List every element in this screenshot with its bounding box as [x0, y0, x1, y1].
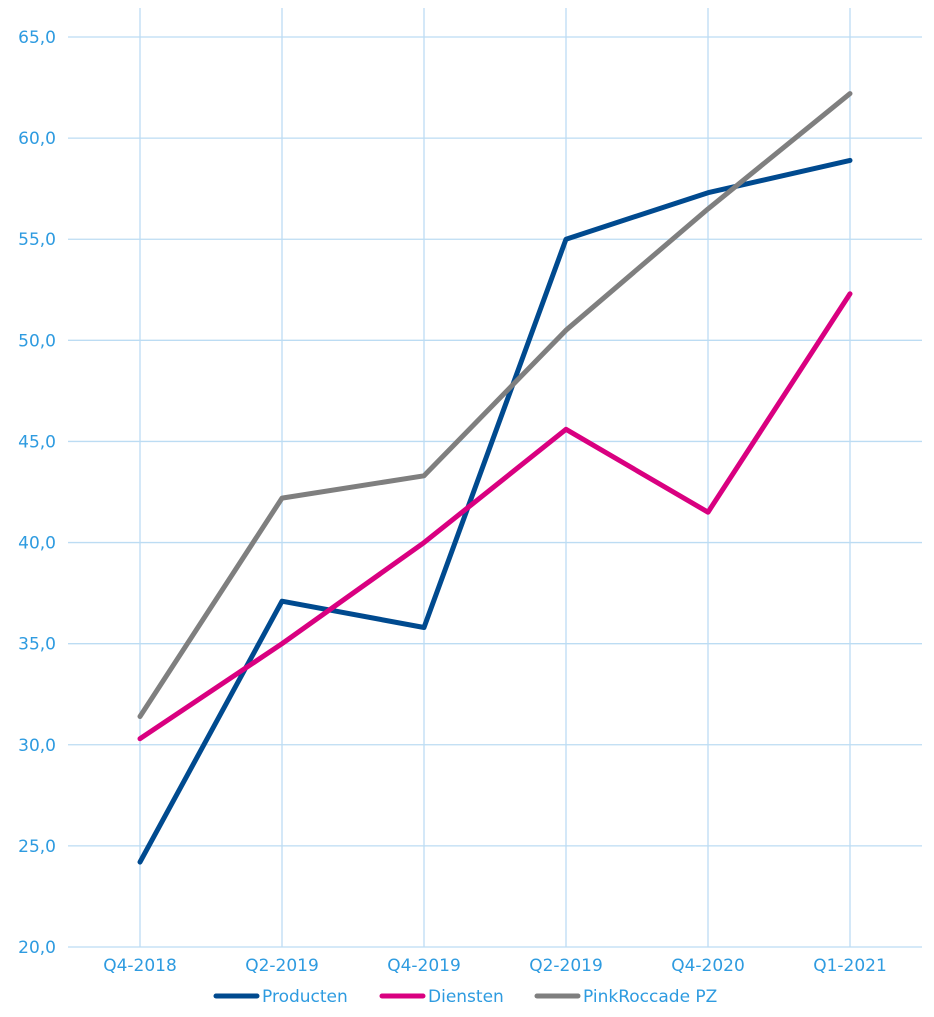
y-axis-tick-labels: 20,0 25,0 30,0 35,0 40,0 45,0 50,0 55,0 60,0 65,0	[18, 28, 56, 958]
series-lines	[137, 91, 853, 865]
y-tick-label: 65,0	[18, 28, 56, 48]
x-tick-label: Q4-2020	[671, 956, 745, 976]
legend-label: PinkRoccade PZ	[583, 987, 717, 1007]
y-tick-label: 50,0	[18, 331, 56, 351]
y-tick-label: 60,0	[18, 129, 56, 149]
vertical-gridlines	[139, 8, 851, 947]
series-line-pinkroccade-pz	[137, 91, 853, 719]
x-tick-label: Q4-2019	[387, 956, 461, 976]
x-tick-label: Q2-2019	[245, 956, 319, 976]
series-line-producten	[137, 157, 853, 865]
y-tick-label: 35,0	[18, 635, 56, 655]
y-tick-label: 40,0	[18, 534, 56, 554]
y-tick-label: 25,0	[18, 837, 56, 857]
horizontal-gridlines	[68, 36, 922, 948]
x-tick-label: Q2-2019	[529, 956, 603, 976]
series-line-diensten	[137, 291, 853, 742]
y-tick-label: 30,0	[18, 736, 56, 756]
y-tick-label: 45,0	[18, 432, 56, 452]
x-axis-tick-labels: Q4-2018 Q2-2019 Q4-2019 Q2-2019 Q4-2020 Q1-20…	[103, 956, 887, 976]
legend: Producten Diensten PinkRoccade PZ	[213, 987, 717, 1007]
y-tick-label: 55,0	[18, 230, 56, 250]
legend-label: Producten	[262, 987, 348, 1007]
y-tick-label: 20,0	[18, 938, 56, 958]
x-tick-label: Q4-2018	[103, 956, 177, 976]
x-tick-label: Q1-2021	[813, 956, 887, 976]
legend-label: Diensten	[428, 987, 504, 1007]
